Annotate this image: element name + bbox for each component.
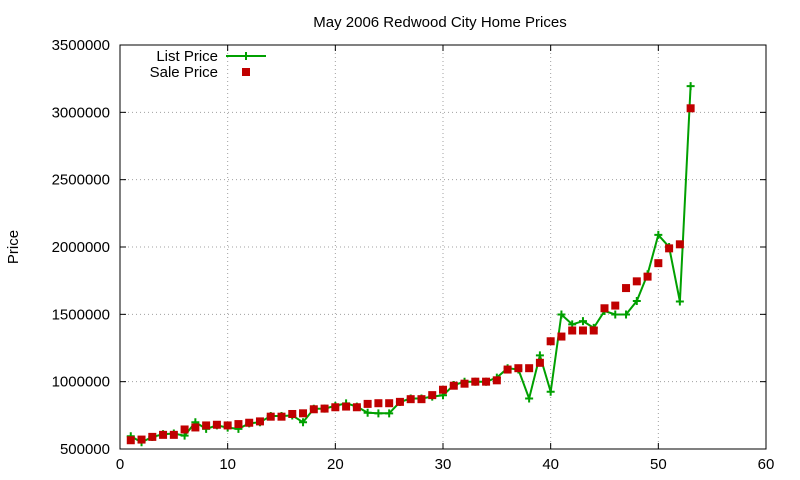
y-axis-label: Price (5, 230, 22, 264)
sale-price-point (546, 337, 555, 346)
axis-ticks: 500000 1000000 1500000 2000000 2500000 300000… (52, 37, 775, 473)
list-price-point (557, 310, 566, 319)
sale-price-point (137, 435, 146, 444)
list-price-point (299, 418, 308, 427)
sale-price-point (180, 425, 189, 434)
sale-price-point (191, 423, 200, 432)
sale-price-point (169, 430, 178, 439)
y-tick-label: 2500000 (52, 172, 110, 189)
sale-price-point (632, 277, 641, 286)
sale-price-point (622, 284, 631, 293)
sale-price-point (288, 409, 297, 418)
plot-frame (119, 44, 767, 450)
list-price-line (130, 86, 692, 444)
y-tick-label: 2000000 (52, 239, 110, 256)
sale-price-point (675, 240, 684, 249)
sale-price-point (535, 358, 544, 367)
sale-price-point (525, 364, 534, 373)
list-price-point (535, 351, 544, 360)
list-price-point (611, 310, 620, 319)
list-price-point (546, 387, 555, 396)
sale-price-point (686, 104, 695, 113)
sale-price-point (611, 301, 620, 310)
sale-price-point (363, 399, 372, 408)
sale-price-point (589, 326, 598, 335)
sale-price-point (320, 404, 329, 413)
x-tick-label: 10 (219, 456, 236, 473)
sale-price-point (126, 436, 135, 445)
sale-price-point (471, 377, 480, 386)
x-tick-label: 60 (758, 456, 775, 473)
y-tick-label: 500000 (60, 441, 110, 458)
sale-price-point (245, 418, 254, 427)
sale-price-point (417, 395, 426, 404)
sale-price-point (482, 377, 491, 386)
x-tick-label: 40 (542, 456, 559, 473)
x-tick-label: 20 (327, 456, 344, 473)
list-price-point (363, 408, 372, 417)
sale-price-point (514, 364, 523, 373)
sale-price-point (665, 244, 674, 253)
sale-price-point (460, 379, 469, 388)
sale-price-point (557, 332, 566, 341)
y-tick-label: 3000000 (52, 104, 110, 121)
sale-price-point (202, 421, 211, 430)
y-tick-label: 1500000 (52, 306, 110, 323)
sale-price-point (266, 412, 275, 421)
sale-price-point (600, 304, 609, 313)
sale-price-point (159, 430, 168, 439)
legend-label: Sale Price (150, 64, 218, 81)
sale-price-point (654, 259, 663, 268)
sale-price-point (568, 326, 577, 335)
list-price-point (385, 409, 394, 418)
sale-price-point (148, 432, 157, 441)
sale-price-point (439, 385, 447, 394)
legend-swatch-marker (242, 68, 250, 76)
list-price-point (654, 230, 663, 239)
sale-price-point (503, 365, 512, 374)
grid (120, 45, 766, 449)
sale-price-point (255, 417, 264, 426)
sale-price-point (492, 376, 501, 385)
list-price-point (632, 297, 641, 306)
x-tick-label: 50 (650, 456, 667, 473)
list-price-point (622, 310, 631, 319)
sale-price-point (342, 402, 351, 411)
list-price-point (374, 409, 383, 418)
list-price-point (686, 82, 695, 91)
chart-title: May 2006 Redwood City Home Prices (313, 14, 566, 31)
sale-price-point (406, 395, 415, 404)
sale-price-point (234, 420, 243, 429)
list-price-point (525, 394, 534, 403)
legend-label: List Price (156, 48, 218, 65)
sale-price-point (212, 420, 221, 429)
sale-price-point (385, 399, 394, 408)
y-tick-label: 1000000 (52, 374, 110, 391)
sale-price-point (428, 391, 437, 400)
legend-swatch-marker (242, 52, 250, 60)
sale-price-point (309, 405, 318, 414)
sale-price-point (395, 397, 404, 406)
x-tick-label: 0 (116, 456, 124, 473)
x-tick-label: 30 (435, 456, 452, 473)
sale-price-point (374, 399, 383, 408)
y-tick-label: 3500000 (52, 37, 110, 54)
sale-price-point (449, 381, 458, 390)
sale-price-point (223, 421, 232, 430)
sale-price-point (331, 403, 340, 412)
list-price-point (578, 317, 587, 326)
sale-price-point (352, 403, 361, 412)
list-price-point (675, 297, 684, 306)
sale-price-point (643, 272, 652, 281)
series (126, 82, 695, 447)
sale-price-point (578, 326, 587, 335)
sale-price-point (277, 412, 286, 421)
sale-price-point (299, 409, 308, 418)
